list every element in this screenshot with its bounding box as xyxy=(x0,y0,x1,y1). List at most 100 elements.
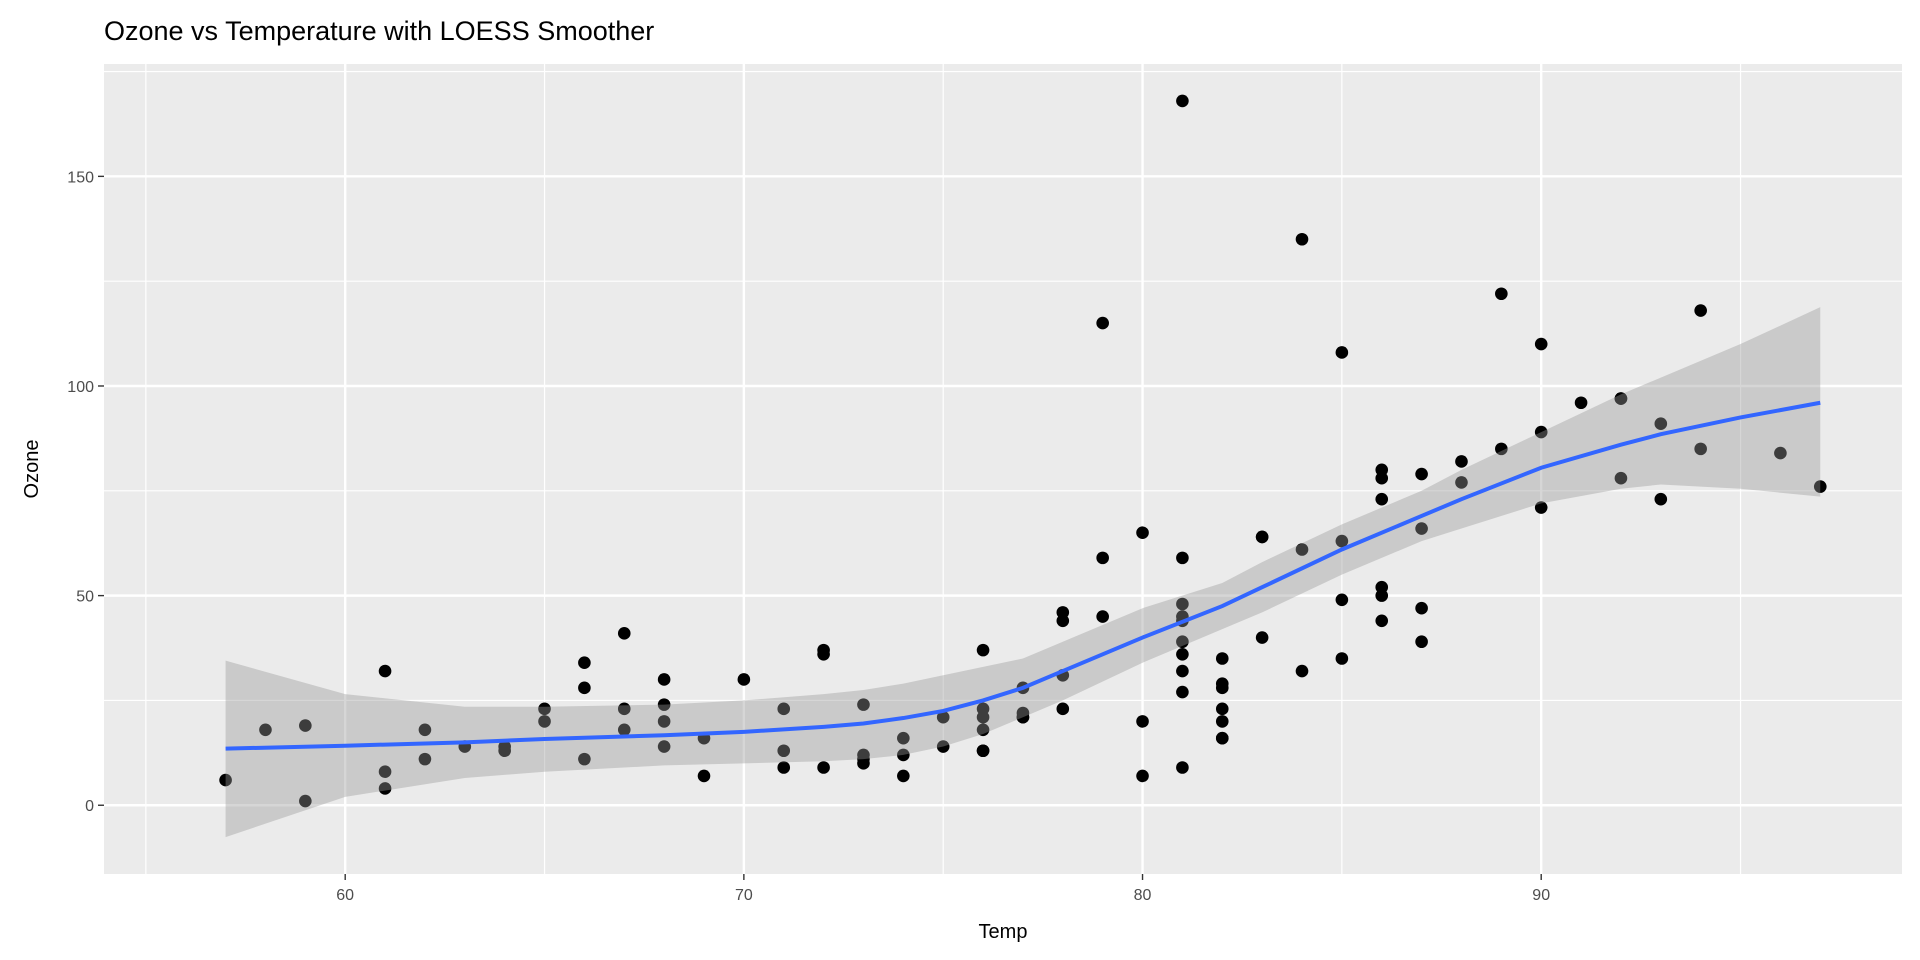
data-point xyxy=(1176,597,1189,611)
data-point xyxy=(1375,492,1389,506)
data-point xyxy=(657,673,671,686)
major-gridlines xyxy=(104,64,1902,874)
data-point xyxy=(857,757,870,770)
data-point xyxy=(1096,316,1109,330)
data-point xyxy=(897,769,910,783)
data-point xyxy=(857,698,870,711)
data-point xyxy=(1295,664,1309,678)
data-point xyxy=(1813,480,1827,493)
data-point xyxy=(1774,446,1787,460)
data-point xyxy=(897,748,910,762)
data-point xyxy=(976,723,990,737)
x-tick-label: 80 xyxy=(1134,887,1152,904)
data-point xyxy=(777,744,791,758)
data-point xyxy=(777,761,791,774)
data-point xyxy=(737,673,751,686)
data-point xyxy=(1136,526,1149,540)
data-point xyxy=(1215,652,1229,665)
x-tick-label: 60 xyxy=(336,887,354,904)
data-point xyxy=(1335,652,1349,665)
x-tick-label: 90 xyxy=(1532,887,1550,904)
data-point xyxy=(259,723,272,737)
data-point xyxy=(1534,337,1548,351)
data-point xyxy=(1176,648,1189,661)
data-point xyxy=(378,782,392,795)
data-point xyxy=(1375,471,1389,485)
data-point xyxy=(1495,442,1508,456)
data-point xyxy=(418,723,432,737)
data-point xyxy=(1455,476,1468,489)
data-point xyxy=(1534,425,1548,439)
data-point xyxy=(1335,534,1349,548)
data-points xyxy=(219,94,1827,808)
data-point xyxy=(1255,530,1269,544)
data-point xyxy=(817,761,830,774)
data-point xyxy=(1255,631,1269,644)
data-point xyxy=(976,744,990,758)
data-point xyxy=(1215,715,1229,728)
data-point xyxy=(617,723,631,737)
data-point xyxy=(1295,232,1309,246)
confidence-ribbon xyxy=(225,307,1821,838)
data-point xyxy=(1335,346,1349,359)
data-point xyxy=(1534,501,1548,514)
data-point xyxy=(936,710,950,724)
data-point xyxy=(1694,442,1707,456)
y-tick-label: 50 xyxy=(76,589,94,606)
data-point xyxy=(897,731,910,745)
data-point xyxy=(378,664,392,678)
data-point xyxy=(697,769,711,783)
data-point xyxy=(976,643,990,657)
data-point xyxy=(657,698,671,711)
data-point xyxy=(1654,417,1668,431)
data-point xyxy=(1176,761,1189,774)
loess-line xyxy=(225,400,1821,751)
data-point xyxy=(1415,467,1428,481)
data-point xyxy=(1415,601,1428,615)
data-point xyxy=(578,752,591,766)
data-point xyxy=(1215,702,1229,716)
data-point xyxy=(1056,702,1070,716)
data-point xyxy=(1614,471,1628,485)
data-point xyxy=(219,773,232,787)
chart-title: Ozone vs Temperature with LOESS Smoother xyxy=(104,16,654,46)
data-point xyxy=(1455,455,1468,468)
data-point xyxy=(657,740,671,753)
data-point xyxy=(936,740,950,753)
data-point xyxy=(777,702,791,716)
data-point xyxy=(1694,304,1707,317)
data-point xyxy=(538,702,551,716)
data-point xyxy=(1574,396,1588,410)
data-point xyxy=(1176,635,1189,649)
data-point xyxy=(299,719,312,732)
y-tick-label: 150 xyxy=(67,169,94,186)
data-point xyxy=(1136,715,1149,728)
data-point xyxy=(378,765,392,779)
data-point xyxy=(1415,635,1428,649)
data-point xyxy=(1096,551,1109,565)
data-point xyxy=(1295,543,1309,556)
data-point xyxy=(657,715,671,728)
data-point xyxy=(538,715,551,728)
data-point xyxy=(1654,492,1668,506)
data-point xyxy=(1176,664,1189,678)
data-point xyxy=(1375,614,1389,628)
data-point xyxy=(418,752,432,766)
data-point xyxy=(1375,589,1389,602)
data-point xyxy=(1176,94,1189,108)
data-point xyxy=(1016,710,1030,724)
data-point xyxy=(1136,769,1149,783)
data-point xyxy=(1495,287,1508,301)
y-tick-label: 100 xyxy=(67,379,94,396)
data-point xyxy=(1215,731,1229,745)
data-point xyxy=(1056,606,1070,619)
y-axis-title: Ozone xyxy=(21,440,43,499)
data-point xyxy=(578,681,591,695)
data-point xyxy=(1176,685,1189,699)
data-point xyxy=(1415,522,1428,535)
y-axis-ticks: 0 50 100 150 xyxy=(67,169,104,815)
data-point xyxy=(817,643,830,657)
data-point xyxy=(1096,610,1109,623)
data-point xyxy=(617,702,631,716)
